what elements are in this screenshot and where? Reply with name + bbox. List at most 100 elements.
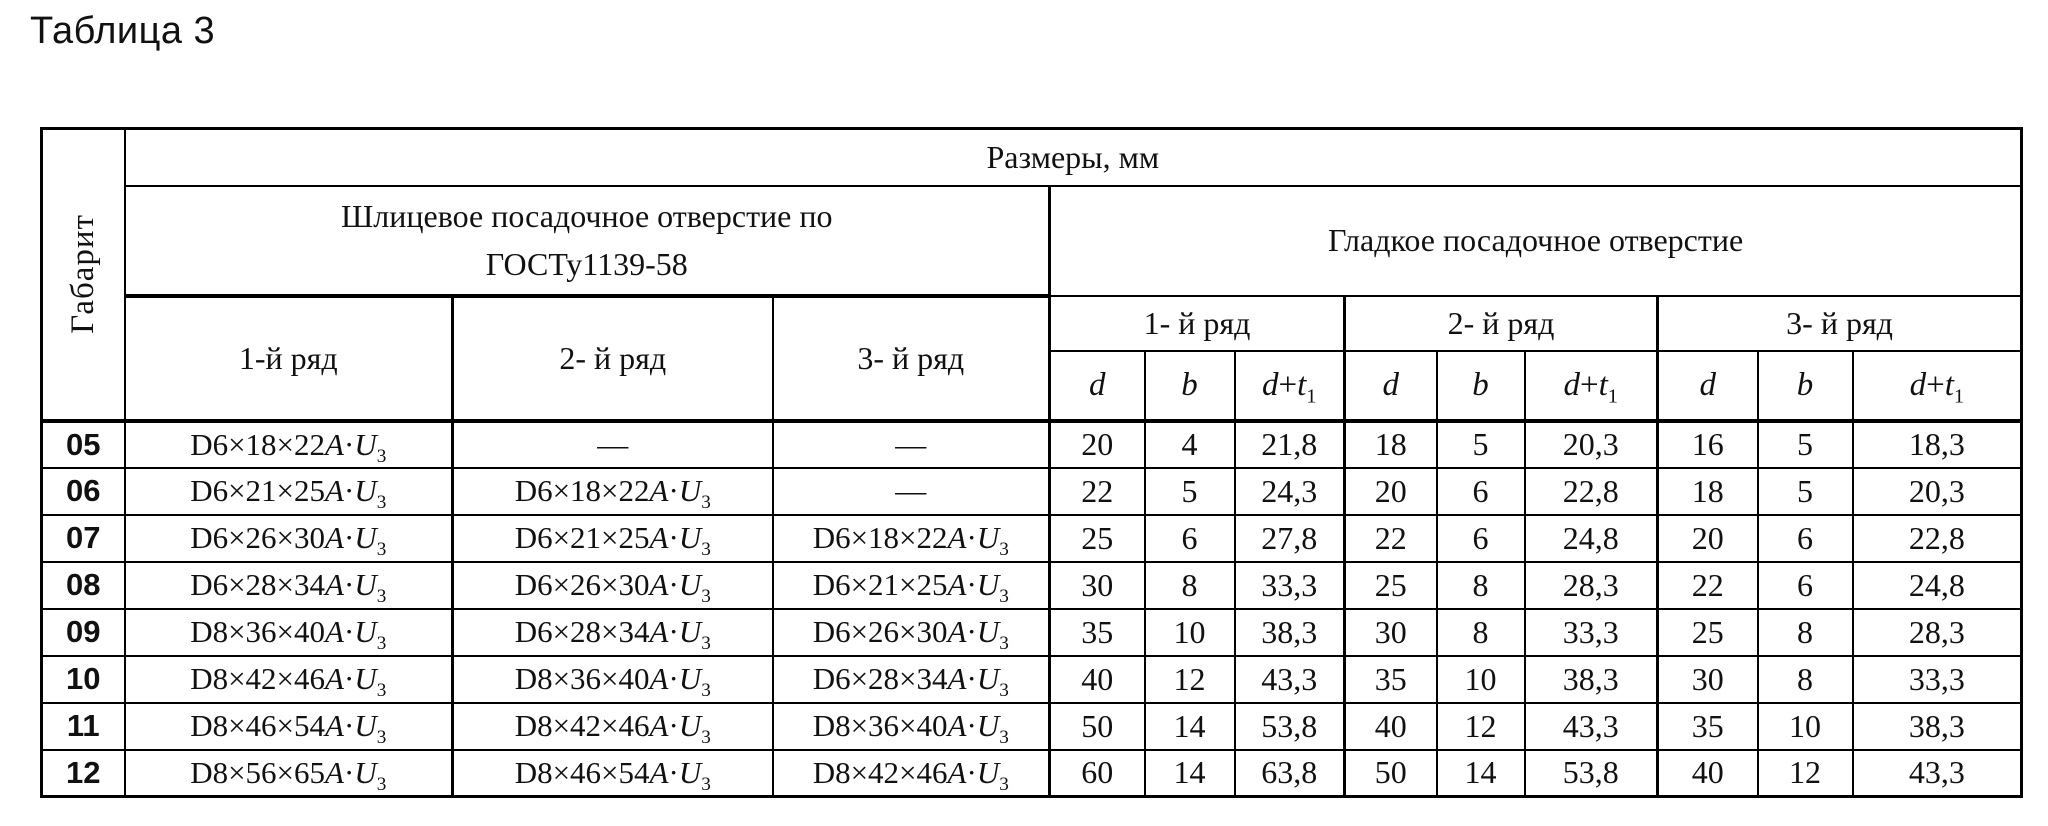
gabarit-cell: 07: [40, 513, 126, 563]
spline-designation-cell: D6×26×30A·U3: [123, 513, 454, 563]
spline-designation-cell: D8×36×40A·U3: [123, 607, 454, 657]
dimension-value-cell: 43,3: [1233, 654, 1346, 704]
dimension-value-cell: 21,8: [1233, 418, 1346, 469]
smooth-group1-header: 1- й ряд: [1048, 294, 1346, 352]
dimension-value-cell: 40: [1048, 654, 1146, 704]
spline-designation-cell: —: [771, 466, 1051, 516]
gabarit-cell: 09: [40, 607, 126, 657]
dimension-value-cell: 6: [1756, 513, 1854, 563]
col-header-d: d: [1656, 349, 1759, 422]
dimension-value-cell: 5: [1435, 418, 1526, 469]
gabarit-column-header-cell: Габарит: [40, 127, 126, 422]
spline-designation-cell: D6×18×22A·U3: [771, 513, 1051, 563]
dimension-value-cell: 20: [1656, 513, 1759, 563]
table-row: 09 D8×36×40A·U3 D6×28×34A·U3 D6×26×30A·U3 35…: [40, 607, 2023, 657]
spline-designation-cell: D6×26×30A·U3: [771, 607, 1051, 657]
dimension-value-cell: 18: [1343, 418, 1438, 469]
dimension-value-cell: 10: [1435, 654, 1526, 704]
dimension-value-cell: 12: [1143, 654, 1236, 704]
col-header-dt1: d+t1: [1233, 349, 1346, 422]
dimension-value-cell: 35: [1656, 701, 1759, 751]
dimension-value-cell: 10: [1756, 701, 1854, 751]
gabarit-cell: 05: [40, 418, 126, 469]
table-row: 07 D6×26×30A·U3 D6×21×25A·U3 D6×18×22A·U3 25…: [40, 513, 2023, 563]
table-row: 10 D8×42×46A·U3 D8×36×40A·U3 D6×28×34A·U3 40…: [40, 654, 2023, 704]
table-row: 12 D8×56×65A·U3 D8×46×54A·U3 D8×42×46A·U3 60…: [40, 748, 2023, 798]
col-header-d: d: [1048, 349, 1146, 422]
table-row: 11 D8×46×54A·U3 D8×42×46A·U3 D8×36×40A·U3 50…: [40, 701, 2023, 751]
spline-designation-cell: D8×42×46A·U3: [771, 748, 1051, 798]
col-header-b: b: [1435, 349, 1526, 422]
spline-section-title-line1: Шлицевое посадочное отверстие по: [341, 198, 833, 234]
spline-designation-cell: D8×36×40A·U3: [771, 701, 1051, 751]
spline-designation-cell: D8×46×54A·U3: [451, 748, 774, 798]
dimension-value-cell: 53,8: [1523, 748, 1659, 798]
dimension-value-cell: 5: [1756, 466, 1854, 516]
dimension-value-cell: 10: [1143, 607, 1236, 657]
dimension-value-cell: 20,3: [1851, 466, 2023, 516]
dimension-value-cell: 38,3: [1233, 607, 1346, 657]
dimension-value-cell: 6: [1143, 513, 1236, 563]
dimension-value-cell: 30: [1048, 560, 1146, 610]
dimension-value-cell: 5: [1756, 418, 1854, 469]
dimension-value-cell: 53,8: [1233, 701, 1346, 751]
dimension-value-cell: 30: [1343, 607, 1438, 657]
dimension-value-cell: 8: [1435, 560, 1526, 610]
dimension-value-cell: 6: [1435, 466, 1526, 516]
col-header-b: b: [1756, 349, 1854, 422]
dimension-value-cell: 22: [1656, 560, 1759, 610]
dimension-value-cell: 12: [1435, 701, 1526, 751]
dimension-value-cell: 14: [1435, 748, 1526, 798]
dimension-value-cell: 63,8: [1233, 748, 1346, 798]
dimension-value-cell: 43,3: [1851, 748, 2023, 798]
dimension-value-cell: 6: [1435, 513, 1526, 563]
spline-section-header: Шлицевое посадочное отверстие по ГОСТу11…: [123, 184, 1051, 298]
col-header-d: d: [1343, 349, 1438, 422]
spline-designation-cell: D8×56×65A·U3: [123, 748, 454, 798]
dimension-value-cell: 22,8: [1523, 466, 1659, 516]
spline-designation-cell: D6×28×34A·U3: [123, 560, 454, 610]
spline-row3-column-header: 3- й ряд: [771, 294, 1051, 422]
dimension-value-cell: 25: [1656, 607, 1759, 657]
dimension-value-cell: 24,3: [1233, 466, 1346, 516]
dimension-value-cell: 28,3: [1851, 607, 2023, 657]
dimension-value-cell: 8: [1756, 607, 1854, 657]
dimension-value-cell: 20: [1343, 466, 1438, 516]
gabarit-cell: 08: [40, 560, 126, 610]
dimension-value-cell: 33,3: [1851, 654, 2023, 704]
dimension-value-cell: 8: [1756, 654, 1854, 704]
dimension-value-cell: 25: [1048, 513, 1146, 563]
col-header-dt1: d+t1: [1851, 349, 2023, 422]
dimension-value-cell: 8: [1435, 607, 1526, 657]
dimension-value-cell: 22,8: [1851, 513, 2023, 563]
dimension-value-cell: 30: [1656, 654, 1759, 704]
dimension-value-cell: 43,3: [1523, 701, 1659, 751]
dimension-value-cell: 38,3: [1851, 701, 2023, 751]
spline-designation-cell: D8×42×46A·U3: [123, 654, 454, 704]
table-body: 05 D6×18×22A·U3— —20 4 21,8 18 5 20,3 16 5 18,3 06 D…: [40, 418, 2023, 798]
spline-designation-cell: —: [771, 418, 1051, 469]
dimension-value-cell: 33,3: [1523, 607, 1659, 657]
spline-designation-cell: D6×21×25A·U3: [123, 466, 454, 516]
dimension-value-cell: 27,8: [1233, 513, 1346, 563]
dimension-value-cell: 24,8: [1523, 513, 1659, 563]
smooth-section-header: Гладкое посадочное отверстие: [1047, 184, 2023, 297]
spline-section-title-line2: ГОСТу1139-58: [485, 246, 688, 282]
dimension-value-cell: 5: [1143, 466, 1236, 516]
dimension-value-cell: 60: [1048, 748, 1146, 798]
table-row: 05 D6×18×22A·U3— —20 4 21,8 18 5 20,3 16 5 18,3: [40, 418, 2023, 469]
dimension-value-cell: 40: [1656, 748, 1759, 798]
dimension-value-cell: 35: [1343, 654, 1438, 704]
dimension-value-cell: 50: [1343, 748, 1438, 798]
dimension-value-cell: 22: [1048, 466, 1146, 516]
dimension-value-cell: 18: [1656, 466, 1759, 516]
col-header-dt1: d+t1: [1523, 349, 1659, 422]
dimension-value-cell: 12: [1756, 748, 1854, 798]
dimension-value-cell: 25: [1343, 560, 1438, 610]
dimension-value-cell: 38,3: [1523, 654, 1659, 704]
spline-designation-cell: D6×21×25A·U3: [451, 513, 774, 563]
gabarit-cell: 06: [40, 466, 126, 516]
dimension-value-cell: 50: [1048, 701, 1146, 751]
table-row: 06 D6×21×25A·U3 D6×18×22A·U3—22 5 24,3 20 6 22,…: [40, 466, 2023, 516]
spline-designation-cell: D8×42×46A·U3: [451, 701, 774, 751]
